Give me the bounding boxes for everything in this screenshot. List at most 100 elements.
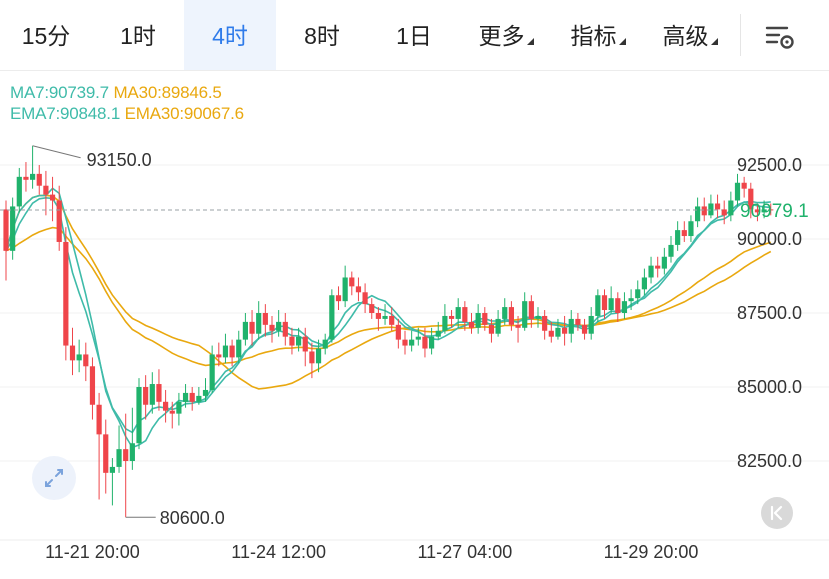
ma30-label: MA30:89846.5 bbox=[113, 83, 222, 102]
candle bbox=[163, 401, 169, 411]
chart-settings-button[interactable] bbox=[757, 18, 801, 54]
candle bbox=[468, 321, 475, 328]
candle bbox=[375, 313, 381, 319]
candle bbox=[322, 339, 328, 349]
candle bbox=[116, 449, 122, 467]
candle bbox=[714, 203, 721, 210]
candle bbox=[754, 209, 761, 213]
candle bbox=[648, 265, 654, 278]
ma30-line bbox=[5, 194, 772, 390]
candle bbox=[488, 324, 495, 334]
candle bbox=[382, 315, 388, 319]
candle bbox=[429, 336, 435, 349]
candle bbox=[96, 404, 102, 435]
candle bbox=[701, 206, 707, 216]
candle bbox=[302, 336, 308, 352]
candle bbox=[43, 185, 49, 195]
tab-2[interactable]: 1时 bbox=[92, 0, 184, 70]
candle bbox=[675, 230, 681, 245]
candle bbox=[442, 315, 448, 331]
candle bbox=[415, 336, 421, 340]
x-tick-label: 11-24 12:00 bbox=[231, 542, 326, 562]
candle bbox=[641, 277, 647, 290]
candle bbox=[528, 301, 534, 319]
candle bbox=[222, 345, 229, 358]
low-marker-label: 80600.0 bbox=[160, 508, 225, 528]
dropdown-caret-icon bbox=[526, 38, 534, 45]
candle bbox=[36, 173, 42, 186]
tab-label: 8时 bbox=[304, 23, 340, 49]
y-tick-label: 87500.0 bbox=[737, 303, 802, 323]
candle bbox=[149, 384, 155, 405]
x-tick-label: 11-27 04:00 bbox=[417, 542, 512, 562]
candle bbox=[143, 387, 149, 405]
candle bbox=[69, 345, 76, 361]
high-marker-line bbox=[32, 145, 81, 159]
candle bbox=[49, 194, 56, 201]
candle bbox=[495, 318, 501, 334]
candle bbox=[515, 324, 521, 328]
candle bbox=[76, 354, 82, 361]
candle bbox=[588, 315, 594, 334]
candle bbox=[581, 324, 588, 334]
candle bbox=[123, 449, 129, 461]
candle bbox=[435, 330, 441, 337]
candle bbox=[242, 321, 248, 340]
candle bbox=[229, 345, 235, 358]
candle bbox=[542, 315, 548, 331]
ma7-label: MA7:90739.7 bbox=[10, 83, 109, 102]
candle bbox=[455, 307, 461, 319]
candle bbox=[748, 188, 754, 210]
candle bbox=[262, 313, 268, 325]
candle bbox=[462, 307, 468, 322]
candle bbox=[249, 321, 255, 334]
candle bbox=[63, 241, 69, 346]
candle bbox=[23, 176, 29, 180]
interval-tab-bar: 15分 1时 4时 8时 1日 更多 指标 高级 bbox=[0, 0, 829, 71]
candle bbox=[681, 230, 687, 237]
tab-1[interactable]: 15分 bbox=[0, 0, 92, 70]
candle bbox=[615, 298, 621, 313]
candle bbox=[635, 289, 641, 299]
candle bbox=[109, 466, 115, 473]
tab-label: 4时 bbox=[212, 23, 248, 49]
expand-chart-button[interactable] bbox=[32, 456, 76, 500]
candlestick-chart[interactable]: 90979.1 92500.0 90000.0 87500.0 85000.0 82500… bbox=[0, 70, 829, 579]
candle bbox=[608, 298, 614, 311]
tab-7[interactable]: 指标 bbox=[552, 0, 644, 70]
tab-label: 15分 bbox=[21, 23, 71, 49]
candle bbox=[728, 200, 734, 216]
skip-to-end-icon bbox=[770, 505, 783, 521]
y-tick-label: 90000.0 bbox=[737, 229, 802, 249]
candle bbox=[562, 327, 568, 334]
tab-8[interactable]: 高级 bbox=[644, 0, 736, 70]
y-tick-label: 92500.0 bbox=[737, 155, 802, 175]
current-price-tag: 90979.1 bbox=[740, 201, 809, 222]
ema7-label: EMA7:90848.1 bbox=[10, 104, 121, 123]
candle bbox=[209, 354, 215, 390]
tab-6[interactable]: 更多 bbox=[460, 0, 552, 70]
candle bbox=[688, 221, 694, 237]
tab-3[interactable]: 4时 bbox=[184, 0, 276, 70]
candle bbox=[555, 327, 561, 337]
candle bbox=[661, 256, 667, 269]
candle bbox=[10, 206, 16, 251]
candle bbox=[708, 203, 714, 216]
tab-5[interactable]: 1日 bbox=[368, 0, 460, 70]
tab-label: 更多 bbox=[478, 23, 525, 49]
candle bbox=[695, 206, 701, 222]
candle bbox=[595, 295, 601, 316]
candle bbox=[502, 307, 508, 319]
candle bbox=[296, 336, 302, 346]
candle bbox=[335, 295, 342, 302]
dropdown-caret-icon bbox=[710, 38, 718, 45]
candle bbox=[575, 318, 581, 325]
candle bbox=[721, 209, 727, 216]
candle bbox=[422, 336, 428, 349]
candle bbox=[329, 295, 335, 340]
ema30-line bbox=[5, 226, 772, 367]
candle bbox=[103, 434, 109, 473]
tab-4[interactable]: 8时 bbox=[276, 0, 368, 70]
scroll-to-latest-button[interactable] bbox=[761, 497, 793, 529]
candle bbox=[522, 301, 528, 328]
